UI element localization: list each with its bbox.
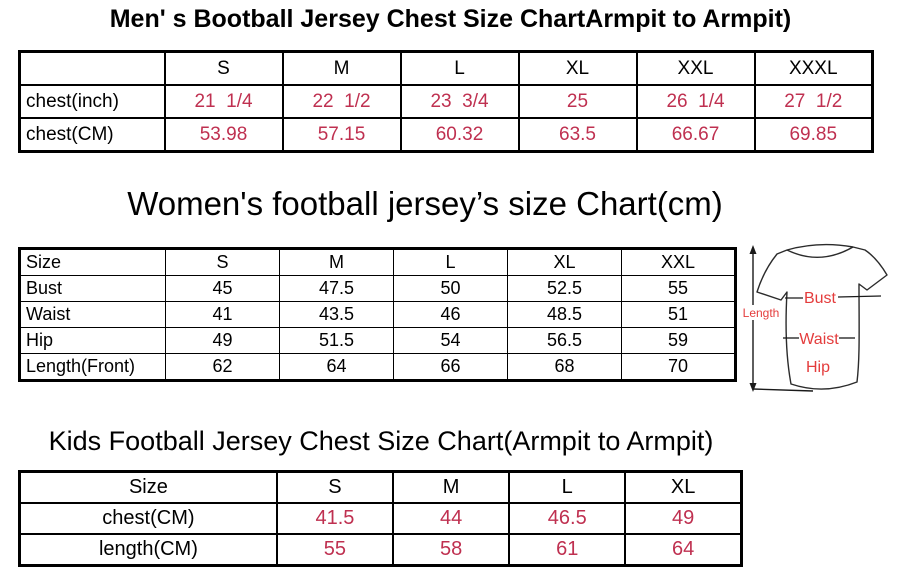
table-row: length(CM) 55 58 61 64 <box>18 533 743 567</box>
header-cell: L <box>399 50 520 86</box>
value-cell: 46.5 <box>508 502 627 535</box>
value-cell: 60.32 <box>399 117 520 153</box>
header-cell: M <box>391 470 511 504</box>
header-cell: XL <box>517 50 638 86</box>
mens-size-table: S M L XL XXL XXXL chest(inch) 21 1/4 22 … <box>18 50 874 153</box>
header-cell: S <box>275 470 395 504</box>
header-cell: Size <box>18 470 278 504</box>
length-label-backing <box>742 305 780 320</box>
length-label: Length <box>743 306 780 320</box>
value-cell: 22 1/2 <box>281 84 402 119</box>
value-cell: 54 <box>393 327 508 354</box>
row-label: chest(CM) <box>18 502 278 535</box>
value-cell: 70 <box>621 353 736 381</box>
value-cell: 41.5 <box>275 502 395 535</box>
header-cell: XXL <box>621 248 736 276</box>
table-header-row: Size S M L XL <box>18 470 743 504</box>
header-cell: M <box>279 248 394 276</box>
table-row: Waist 41 43.5 46 48.5 51 <box>19 301 736 328</box>
table-row: Hip 49 51.5 54 56.5 59 <box>19 327 736 354</box>
value-cell: 55 <box>275 533 395 567</box>
header-cell <box>18 50 166 86</box>
table-header-row: Size S M L XL XXL <box>19 248 736 276</box>
table-row: chest(CM) 41.5 44 46.5 49 <box>18 502 743 535</box>
value-cell: 25 <box>517 84 638 119</box>
value-cell: 47.5 <box>279 275 394 302</box>
value-cell: 68 <box>507 353 622 381</box>
row-label: chest(inch) <box>18 84 166 119</box>
kids-size-table: Size S M L XL chest(CM) 41.5 44 46.5 49 … <box>18 470 743 567</box>
value-cell: 48.5 <box>507 301 622 328</box>
table-row: Bust 45 47.5 50 52.5 55 <box>19 275 736 302</box>
header-cell: L <box>508 470 627 504</box>
table-header-row: S M L XL XXL XXXL <box>18 50 874 86</box>
value-cell: 52.5 <box>507 275 622 302</box>
value-cell: 23 3/4 <box>399 84 520 119</box>
header-cell: S <box>165 248 280 276</box>
mens-chart-title: Men' s Bootball Jersey Chest Size ChartA… <box>109 5 792 33</box>
value-cell: 66.67 <box>635 117 756 153</box>
waist-label: Waist <box>799 331 839 348</box>
row-label: Hip <box>19 327 166 354</box>
value-cell: 45 <box>165 275 280 302</box>
value-cell: 61 <box>508 533 627 567</box>
value-cell: 63.5 <box>517 117 638 153</box>
value-cell: 46 <box>393 301 508 328</box>
value-cell: 41 <box>165 301 280 328</box>
value-cell: 66 <box>393 353 508 381</box>
value-cell: 57.15 <box>281 117 402 153</box>
header-cell: L <box>393 248 508 276</box>
value-cell: 69.85 <box>753 117 874 153</box>
value-cell: 49 <box>165 327 280 354</box>
value-cell: 50 <box>393 275 508 302</box>
row-label: length(CM) <box>18 533 278 567</box>
value-cell: 55 <box>621 275 736 302</box>
row-label: chest(CM) <box>18 117 166 153</box>
value-cell: 58 <box>391 533 511 567</box>
header-cell: XXL <box>635 50 756 86</box>
bust-label: Bust <box>804 290 837 307</box>
womens-size-table: Size S M L XL XXL Bust 45 47.5 50 52.5 5… <box>18 247 737 382</box>
row-label: Bust <box>19 275 166 302</box>
value-cell: 59 <box>621 327 736 354</box>
value-cell: 26 1/4 <box>635 84 756 119</box>
kids-chart-title: Kids Football Jersey Chest Size Chart(Ar… <box>48 426 714 456</box>
table-row: chest(inch) 21 1/4 22 1/2 23 3/4 25 26 1… <box>18 84 874 119</box>
value-cell: 56.5 <box>507 327 622 354</box>
hip-label: Hip <box>806 359 830 376</box>
value-cell: 62 <box>165 353 280 381</box>
header-cell: M <box>281 50 402 86</box>
value-cell: 53.98 <box>163 117 284 153</box>
table-row: Length(Front) 62 64 66 68 70 <box>19 353 736 381</box>
tshirt-outline-icon <box>756 243 888 390</box>
measurement-lines <box>783 295 882 339</box>
value-cell: 51 <box>621 301 736 328</box>
header-cell: S <box>163 50 284 86</box>
value-cell: 44 <box>391 502 511 535</box>
header-cell: XL <box>624 470 743 504</box>
header-cell: Size <box>19 248 166 276</box>
tshirt-measurement-diagram: Length Bust Waist Hip <box>742 243 888 392</box>
value-cell: 64 <box>624 533 743 567</box>
row-label: Waist <box>19 301 166 328</box>
value-cell: 21 1/4 <box>163 84 284 119</box>
value-cell: 64 <box>279 353 394 381</box>
value-cell: 49 <box>624 502 743 535</box>
value-cell: 43.5 <box>279 301 394 328</box>
header-cell: XL <box>507 248 622 276</box>
value-cell: 51.5 <box>279 327 394 354</box>
value-cell: 27 1/2 <box>753 84 874 119</box>
header-cell: XXXL <box>753 50 874 86</box>
row-label: Length(Front) <box>19 353 166 381</box>
table-row: chest(CM) 53.98 57.15 60.32 63.5 66.67 6… <box>18 117 874 153</box>
womens-chart-title: Women's football jersey’s size Chart(cm) <box>127 185 723 222</box>
